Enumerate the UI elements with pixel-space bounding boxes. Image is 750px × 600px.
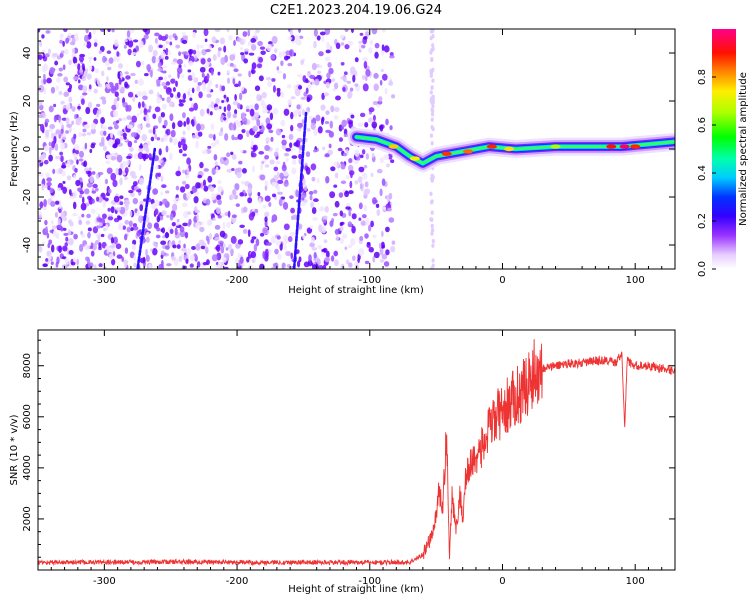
spectrogram-y-ticks: -40 -20 0 20 40 [22, 28, 675, 270]
spectrogram-ridge-peak [630, 144, 641, 149]
spectrogram-ridge [347, 128, 675, 173]
colorbar-tick-label: 0.8 [697, 69, 708, 85]
spectrogram-heatmap [38, 29, 675, 269]
snr-x-tick-label: -200 [226, 576, 249, 587]
colorbar-tick-label: 0.0 [697, 261, 708, 277]
spectrogram-streaks [136, 111, 308, 269]
spectrogram-x-label: Height of straight line (km) [288, 285, 424, 296]
colorbar-tick-label: 0.6 [697, 117, 708, 133]
spectrogram-x-tick-label: -100 [358, 275, 381, 286]
spectrogram-x-tick-label: -300 [93, 275, 116, 286]
spectrogram-x-ticks: -300 -200 -100 0 100 [50, 29, 676, 286]
snr-y-tick-label: 2000 [22, 506, 33, 531]
spectrogram-y-tick-label: 40 [22, 47, 33, 60]
spectrogram-x-tick-label: 100 [626, 275, 645, 286]
colorbar-tick-label: 0.2 [697, 213, 708, 229]
snr-x-ticks: -300 -200 -100 0 100 [50, 330, 676, 587]
spectrogram-streak [136, 147, 157, 269]
snr-panel: -300 -200 -100 0 100 2000 4000 6000 8000 Height… [9, 329, 676, 595]
colorbar: 0.0 0.2 0.4 0.6 0.8 Normalized spectral ampl… [697, 29, 749, 277]
snr-frame [37, 329, 676, 571]
snr-y-tick-label: 4000 [22, 455, 33, 480]
spectrogram-ridge-peak [504, 146, 515, 152]
spectrogram-y-tick-label: -20 [22, 189, 33, 205]
spectrogram-ridge-peak [388, 144, 399, 149]
colorbar-ticks: 0.0 0.2 0.4 0.6 0.8 [697, 69, 716, 277]
snr-y-label: SNR (10 * v/v) [9, 414, 20, 485]
spectrogram-y-tick-label: 0 [22, 146, 33, 152]
snr-x-tick-label: -300 [93, 576, 116, 587]
spectrogram-streak [292, 111, 308, 269]
spectrogram-noise [38, 29, 435, 269]
snr-y-ticks: 2000 4000 6000 8000 [22, 339, 675, 558]
snr-x-tick-label: 100 [626, 576, 645, 587]
spectrogram-ridge-peak [619, 144, 630, 149]
snr-x-tick-label: -100 [358, 576, 381, 587]
spectrogram-x-tick-label: -200 [226, 275, 249, 286]
colorbar-label: Normalized spectral amplitude [738, 72, 749, 226]
spectrogram-ridge-peak [409, 156, 420, 161]
spectrogram-ridge-peak [550, 144, 561, 149]
spectrogram-ridge-peak [486, 144, 497, 149]
snr-x-label: Height of straight line (km) [288, 584, 424, 595]
snr-x-tick-label: 0 [499, 576, 505, 587]
spectrogram-y-label: Frequency (Hz) [9, 111, 20, 187]
spectrogram-ridge-peak [441, 151, 452, 156]
colorbar-gradient [712, 29, 736, 269]
snr-series-line [38, 339, 675, 567]
figure-title: C2E1.2023.204.19.06.G24 [270, 3, 442, 18]
spectrogram-ridge-peak [462, 149, 473, 154]
snr-y-tick-label: 6000 [22, 404, 33, 429]
spectrogram-y-tick-label: -40 [22, 237, 33, 253]
colorbar-tick-label: 0.4 [697, 165, 708, 181]
spectrogram-ridge-peak [606, 144, 617, 149]
snr-y-tick-label: 8000 [22, 353, 33, 378]
spectrogram-x-tick-label: 0 [499, 275, 505, 286]
spectrogram-y-tick-label: 20 [22, 95, 33, 108]
